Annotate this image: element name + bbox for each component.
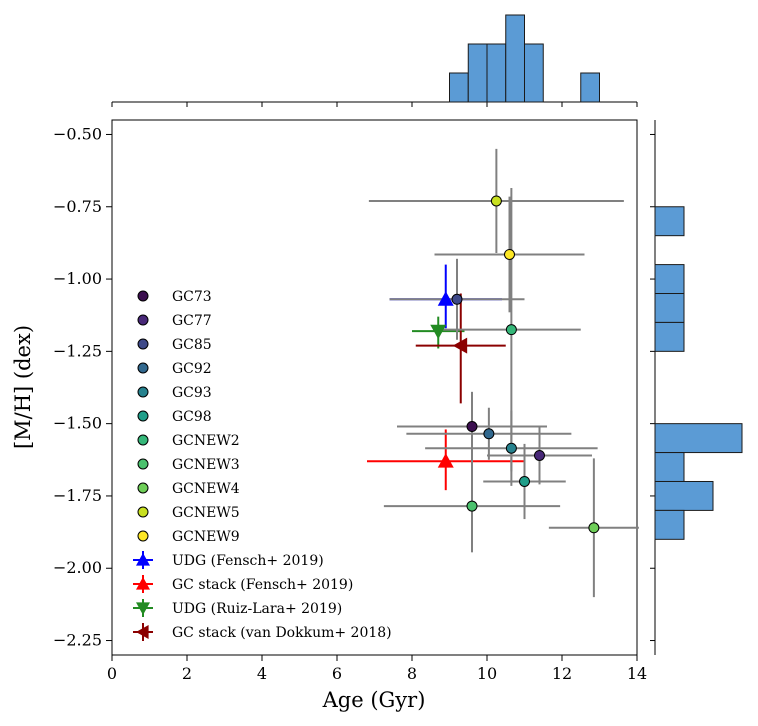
legend-marker-gc85 — [137, 338, 149, 350]
legend-label-ref-3: GC stack (van Dokkum+ 2018) — [172, 625, 392, 641]
gc-points — [451, 195, 600, 534]
gc-point-gc98 — [519, 475, 530, 487]
gc-point-gcnew4 — [588, 522, 600, 534]
y-tick-label: −0.50 — [53, 124, 102, 143]
gc-point-gcnew5 — [490, 195, 502, 207]
y-tick-label: −0.75 — [53, 197, 102, 216]
legend-label-gcnew2: GCNEW2 — [172, 433, 240, 449]
legend-label-ref-0: UDG (Fensch+ 2019) — [172, 553, 324, 569]
mh-hist-bar — [654, 264, 685, 295]
legend-label-gc93: GC93 — [172, 385, 212, 401]
legend-label-gc85: GC85 — [172, 337, 212, 353]
x-axis-ticks: 0 2 4 6 8 10 12 14 — [107, 655, 647, 683]
legend-marker-gcnew4 — [137, 482, 149, 494]
mh-hist-bar — [654, 480, 714, 511]
main-scatter-axes — [111, 119, 638, 656]
y-tick-label: −2.25 — [53, 631, 102, 650]
mh-hist-bar — [654, 452, 685, 482]
plot-frame — [111, 119, 638, 656]
mh-hist-bar — [654, 321, 685, 352]
legend-label-gc98: GC98 — [172, 409, 212, 425]
legend-marker-ref-2 — [136, 602, 150, 615]
x-tick-label: 12 — [552, 664, 572, 683]
legend-marker-gcnew2 — [137, 434, 149, 446]
legend-marker-gcnew3 — [137, 458, 149, 470]
y-tick-label: −1.25 — [53, 341, 102, 360]
x-axis-label: Age (Gyr) — [322, 688, 426, 712]
y-tick-label: −1.75 — [53, 486, 102, 505]
x-tick-label: 2 — [182, 664, 192, 683]
legend-label-gcnew9: GCNEW9 — [172, 529, 240, 545]
legend-label-gcnew5: GCNEW5 — [172, 505, 240, 521]
y-tick-label: −1.50 — [53, 414, 102, 433]
x-tick-label: 14 — [627, 664, 647, 683]
age-hist-bar — [505, 14, 525, 103]
legend-marker-gc98 — [137, 410, 149, 422]
gc-point-gc73 — [466, 421, 478, 433]
x-tick-label: 4 — [257, 664, 267, 683]
mh-hist-bar — [654, 509, 685, 540]
age-histogram — [111, 14, 638, 107]
legend-marker-gc92 — [137, 362, 149, 374]
gc-point-gc93 — [505, 442, 517, 454]
legend-label-gc73: GC73 — [172, 289, 212, 305]
gc-point-gc77 — [534, 449, 545, 461]
gc-point-gcnew9 — [504, 248, 515, 260]
reference-points — [430, 291, 468, 468]
x-tick-label: 10 — [477, 664, 497, 683]
y-axis-ticks: −0.50 −0.75 −1.00 −1.25 −1.50 −1.75 −2.00 −2.25 — [53, 124, 112, 650]
mh-hist-bar — [654, 206, 685, 237]
gc-point-gcnew3 — [466, 500, 478, 512]
age-hist-bar — [449, 72, 469, 103]
age-hist-bar — [524, 43, 544, 103]
legend-label-gcnew4: GCNEW4 — [172, 481, 240, 497]
legend-marker-gc73 — [137, 290, 149, 302]
y-tick-label: −2.00 — [53, 558, 102, 577]
x-tick-label: 6 — [332, 664, 342, 683]
age-hist-bar — [486, 43, 507, 103]
legend-marker-ref-0 — [136, 553, 150, 566]
legend-label-ref-2: UDG (Ruiz-Lara+ 2019) — [172, 601, 342, 617]
legend-marker-ref-3 — [136, 625, 149, 639]
gc-point-gc92 — [483, 428, 495, 440]
x-tick-label: 0 — [107, 664, 117, 683]
legend-marker-gc93 — [137, 386, 149, 398]
legend-label-gc77: GC77 — [172, 313, 212, 329]
gc-point-gcnew2 — [505, 324, 517, 336]
gc-point-gc85 — [451, 293, 463, 305]
y-tick-label: −1.00 — [53, 269, 102, 288]
ref-marker-3 — [452, 337, 468, 354]
mh-hist-bar — [654, 423, 743, 454]
y-axis-label: [M/H] (dex) — [11, 325, 35, 449]
metallicity-histogram — [650, 120, 743, 655]
legend-marker-gcnew5 — [137, 506, 149, 518]
legend-marker-ref-1 — [136, 577, 150, 590]
legend-label-gc92: GC92 — [172, 361, 212, 377]
ref-marker-2 — [430, 324, 447, 340]
legend-marker-gcnew9 — [137, 530, 149, 542]
legend-label-gcnew3: GCNEW3 — [172, 457, 240, 473]
x-tick-label: 8 — [407, 664, 417, 683]
legend-label-ref-1: GC stack (Fensch+ 2019) — [172, 577, 353, 593]
legend: GC73 GC77 GC85 GC92 GC93 GC98 GCNEW2 GCNEW3 GCNE… — [133, 289, 392, 641]
age-hist-bar — [467, 43, 488, 103]
legend-marker-gc77 — [137, 314, 149, 326]
age-hist-bar — [580, 72, 600, 103]
ref-marker-0 — [437, 291, 454, 306]
ref-marker-1 — [437, 453, 454, 468]
mh-hist-bar — [654, 293, 685, 323]
